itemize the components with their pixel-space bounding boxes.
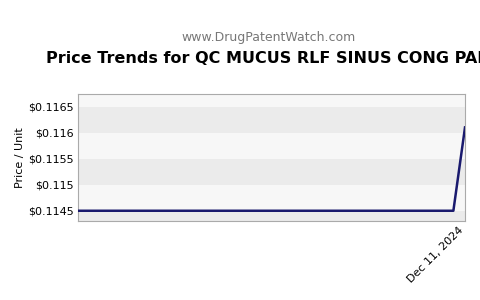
Bar <box>78 106 465 133</box>
Bar <box>78 133 465 159</box>
Bar <box>78 185 465 211</box>
Bar <box>78 94 465 106</box>
Title: Price Trends for QC MUCUS RLF SINUS CONG PAIN: Price Trends for QC MUCUS RLF SINUS CONG… <box>46 51 480 66</box>
Text: www.DrugPatentWatch.com: www.DrugPatentWatch.com <box>181 32 356 44</box>
Bar <box>78 159 465 185</box>
Y-axis label: Price / Unit: Price / Unit <box>15 127 25 188</box>
Bar <box>78 211 465 221</box>
